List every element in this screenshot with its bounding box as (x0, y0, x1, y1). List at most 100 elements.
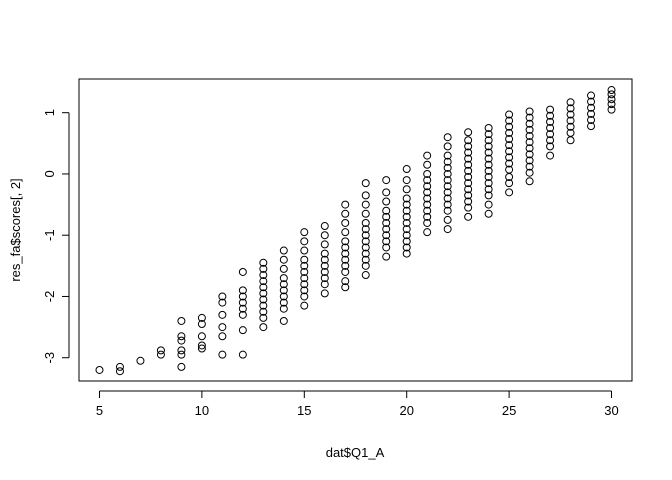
point (484, 160, 493, 169)
point (382, 176, 391, 185)
point (525, 168, 534, 177)
point (402, 165, 411, 174)
point (484, 154, 493, 163)
point (259, 307, 268, 316)
point (464, 197, 473, 206)
point (546, 105, 555, 114)
point (320, 267, 329, 276)
point (279, 304, 288, 313)
point (361, 209, 370, 218)
point (259, 323, 268, 332)
point (300, 286, 309, 295)
point (464, 179, 473, 188)
point (115, 362, 124, 371)
point (382, 252, 391, 261)
point (525, 144, 534, 153)
point (546, 130, 555, 139)
point (361, 218, 370, 227)
point (279, 316, 288, 325)
point (505, 141, 514, 150)
point (505, 159, 514, 168)
point (218, 332, 227, 341)
point (177, 316, 186, 325)
point (525, 113, 534, 122)
point (177, 346, 186, 355)
point (300, 246, 309, 255)
point (300, 292, 309, 301)
point (238, 310, 247, 319)
point (402, 176, 411, 185)
point (525, 156, 534, 165)
point (136, 356, 145, 365)
point (341, 249, 350, 258)
x-tick-label: 5 (96, 403, 103, 418)
point (525, 125, 534, 134)
point (279, 286, 288, 295)
point (156, 350, 165, 359)
point (464, 191, 473, 200)
point (423, 194, 432, 203)
point (300, 261, 309, 270)
point (484, 148, 493, 157)
point (320, 249, 329, 258)
point (566, 110, 575, 119)
point (382, 206, 391, 215)
point (505, 173, 514, 182)
y-tick-label: 1 (42, 109, 57, 116)
point (443, 194, 452, 203)
point (423, 188, 432, 197)
point (218, 310, 227, 319)
point (259, 277, 268, 286)
point (505, 135, 514, 144)
point (484, 130, 493, 139)
point (464, 148, 473, 157)
point (361, 255, 370, 264)
point (341, 228, 350, 237)
point (423, 228, 432, 237)
x-tick-label: 30 (604, 403, 618, 418)
point (484, 166, 493, 175)
point (197, 332, 206, 341)
point (464, 154, 473, 163)
point (95, 365, 104, 374)
point (587, 109, 596, 118)
point (259, 271, 268, 280)
point (341, 277, 350, 286)
point (341, 237, 350, 246)
point (300, 237, 309, 246)
point (341, 218, 350, 227)
y-tick-label: -1 (42, 229, 57, 241)
point (587, 122, 596, 131)
point (566, 104, 575, 113)
point (484, 173, 493, 182)
point (505, 147, 514, 156)
point (341, 267, 350, 276)
point (484, 209, 493, 218)
point (279, 246, 288, 255)
point (320, 255, 329, 264)
point (525, 150, 534, 159)
point (443, 142, 452, 151)
point (361, 200, 370, 209)
point (546, 136, 555, 145)
y-tick-label: -3 (42, 352, 57, 364)
point (546, 124, 555, 133)
point (525, 177, 534, 186)
point (279, 264, 288, 273)
point (238, 286, 247, 295)
point (423, 176, 432, 185)
point (402, 212, 411, 221)
point (361, 261, 370, 270)
point (443, 225, 452, 234)
point (566, 122, 575, 131)
point (361, 243, 370, 252)
point (607, 90, 616, 99)
y-axis-label: res_fa$scores[, 2] (8, 178, 23, 281)
point (259, 313, 268, 322)
point (361, 231, 370, 240)
point (279, 280, 288, 289)
point (464, 160, 473, 169)
point (320, 222, 329, 231)
point (587, 97, 596, 106)
